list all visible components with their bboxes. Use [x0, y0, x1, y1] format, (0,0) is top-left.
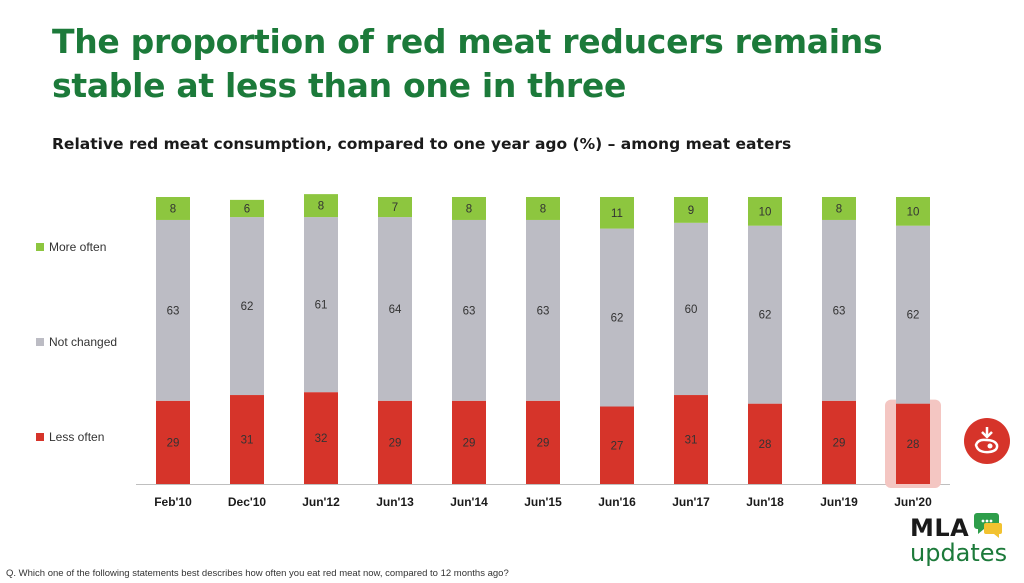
- bar-segment-not-changed: [230, 217, 264, 396]
- category-label: Feb'10: [154, 495, 192, 509]
- data-label-less-often: 32: [315, 433, 328, 445]
- data-label-more-often: 7: [392, 202, 398, 214]
- bar-segment-less-often: [156, 400, 190, 484]
- legend-swatch-more-often: [36, 243, 44, 251]
- bar-segment-not-changed: [452, 219, 486, 401]
- data-label-not-changed: 61: [315, 300, 328, 312]
- category-label: Jun'20: [894, 495, 932, 509]
- bar-segment-more-often: [600, 197, 634, 229]
- bar-segment-not-changed: [156, 219, 190, 401]
- data-label-not-changed: 63: [167, 305, 180, 317]
- legend-swatch-less-often: [36, 433, 44, 441]
- data-label-more-often: 10: [759, 206, 772, 218]
- chart-subtitle: Relative red meat consumption, compared …: [52, 135, 792, 153]
- bar-segment-less-often: [304, 392, 338, 484]
- bar-segment-more-often: [674, 197, 708, 223]
- data-label-less-often: 28: [907, 439, 920, 451]
- logo-text-updates: updates: [910, 539, 1008, 567]
- category-label: Jun'12: [302, 495, 340, 509]
- category-label: Jun'18: [746, 495, 784, 509]
- data-label-not-changed: 64: [389, 304, 402, 316]
- bar-segment-not-changed: [748, 225, 782, 404]
- bar-segment-not-changed: [600, 228, 634, 407]
- bar-segment-less-often: [378, 400, 412, 484]
- data-label-less-often: 29: [463, 437, 476, 449]
- data-label-not-changed: 62: [241, 301, 254, 313]
- data-label-less-often: 31: [685, 435, 698, 447]
- bar-segment-more-often: [896, 197, 930, 226]
- bar-segment-more-often: [526, 197, 560, 220]
- bar-segment-more-often: [378, 197, 412, 218]
- category-label: Dec'10: [228, 495, 267, 509]
- bar-segment-more-often: [304, 194, 338, 218]
- bar-segment-not-changed: [896, 225, 930, 404]
- mla-updates-logo: MLA updates: [905, 512, 1020, 574]
- data-label-less-often: 29: [833, 437, 846, 449]
- chat-bubble-icon: [974, 513, 1002, 538]
- data-label-less-often: 27: [611, 440, 624, 452]
- data-label-more-often: 8: [540, 203, 546, 215]
- bar-segment-less-often: [230, 395, 264, 484]
- bar-segment-not-changed: [822, 219, 856, 401]
- data-label-not-changed: 63: [537, 305, 550, 317]
- steak-download-icon[interactable]: [964, 418, 1010, 464]
- category-label: Jun'13: [376, 495, 414, 509]
- data-label-not-changed: 62: [611, 313, 624, 325]
- category-label: Jun'17: [672, 495, 710, 509]
- page-title: The proportion of red meat reducers rema…: [52, 22, 883, 105]
- data-label-more-often: 9: [688, 205, 694, 217]
- data-label-not-changed: 62: [759, 310, 772, 322]
- bar-segment-more-often: [822, 197, 856, 220]
- data-label-more-often: 8: [466, 203, 472, 215]
- legend-item-less-often: Less often: [36, 430, 104, 444]
- data-label-not-changed: 63: [463, 305, 476, 317]
- legend-item-not-changed: Not changed: [36, 335, 117, 349]
- data-label-more-often: 8: [836, 203, 842, 215]
- bar-segment-not-changed: [674, 222, 708, 396]
- category-label: Jun'19: [820, 495, 858, 509]
- legend-label-not-changed: Not changed: [49, 335, 118, 349]
- data-label-more-often: 8: [170, 203, 176, 215]
- data-label-not-changed: 62: [907, 310, 920, 322]
- category-label: Jun'14: [450, 495, 488, 509]
- bar-segment-more-often: [748, 197, 782, 226]
- bar-segment-not-changed: [378, 217, 412, 401]
- data-label-less-often: 31: [241, 435, 254, 447]
- logo-text-mla: MLA: [910, 514, 970, 542]
- category-label: Jun'15: [524, 495, 562, 509]
- bar-segment-less-often: [600, 406, 634, 484]
- data-label-more-often: 6: [244, 203, 250, 215]
- category-label: Jun'16: [598, 495, 636, 509]
- bar-segment-not-changed: [526, 219, 560, 401]
- data-label-less-often: 29: [389, 437, 402, 449]
- data-label-more-often: 11: [611, 208, 623, 220]
- legend-swatch-not-changed: [36, 338, 44, 346]
- bar-segment-less-often: [452, 400, 486, 484]
- data-label-not-changed: 60: [685, 304, 698, 316]
- legend-label-more-often: More often: [49, 240, 107, 254]
- bar-segment-less-often: [674, 395, 708, 484]
- bar-segment-less-often: [896, 403, 930, 484]
- data-label-less-often: 28: [759, 439, 772, 451]
- data-label-not-changed: 63: [833, 305, 846, 317]
- legend-label-less-often: Less often: [49, 430, 105, 444]
- data-label-less-often: 29: [167, 437, 180, 449]
- data-label-more-often: 10: [907, 206, 920, 218]
- bar-segment-less-often: [526, 400, 560, 484]
- data-label-less-often: 29: [537, 437, 550, 449]
- bar-segment-more-often: [156, 197, 190, 220]
- bar-segment-more-often: [230, 199, 264, 218]
- legend-item-more-often: More often: [36, 240, 106, 254]
- bar-segment-less-often: [748, 403, 782, 484]
- data-label-more-often: 8: [318, 201, 324, 213]
- bar-segment-more-often: [452, 197, 486, 220]
- bar-segment-not-changed: [304, 217, 338, 393]
- bar-segment-less-often: [822, 400, 856, 484]
- footnote: Q. Which one of the following statements…: [6, 568, 509, 579]
